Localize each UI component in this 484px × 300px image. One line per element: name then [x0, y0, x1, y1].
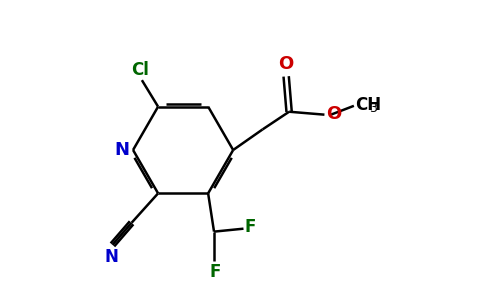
Text: F: F: [210, 263, 221, 281]
Text: F: F: [245, 218, 257, 236]
Text: O: O: [326, 105, 341, 123]
Text: CH: CH: [355, 96, 381, 114]
Text: N: N: [114, 141, 129, 159]
Text: Cl: Cl: [132, 61, 150, 79]
Text: O: O: [278, 56, 294, 74]
Text: 3: 3: [369, 102, 378, 115]
Text: N: N: [104, 248, 118, 266]
